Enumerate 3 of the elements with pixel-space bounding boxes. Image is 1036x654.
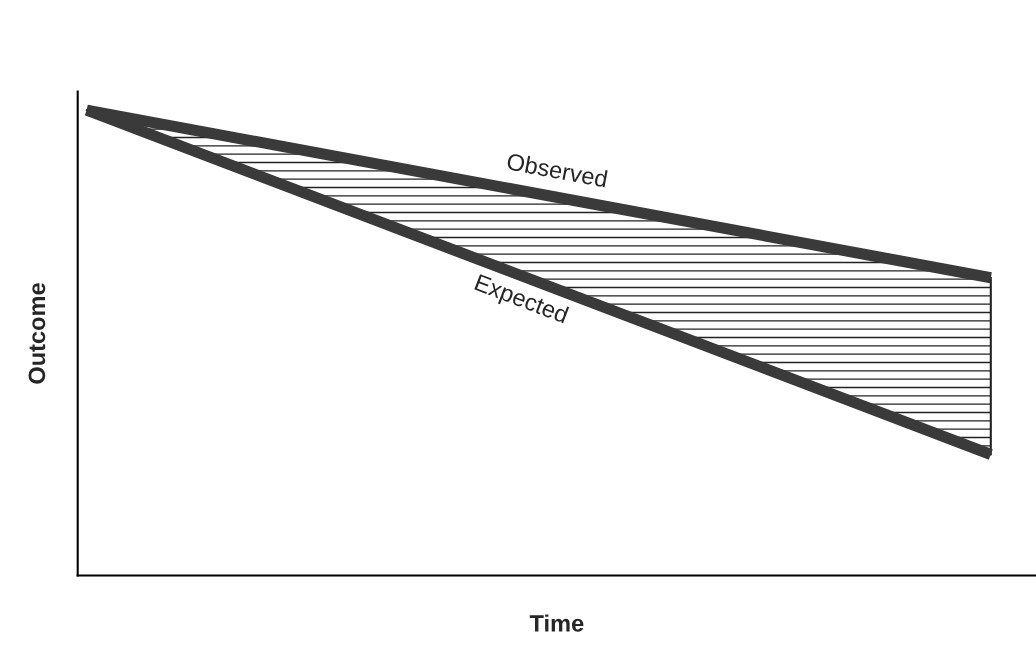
- y-axis-title: Outcome: [28, 283, 46, 384]
- x-axis-title: Time: [529, 614, 584, 632]
- text: Observed: [506, 152, 608, 188]
